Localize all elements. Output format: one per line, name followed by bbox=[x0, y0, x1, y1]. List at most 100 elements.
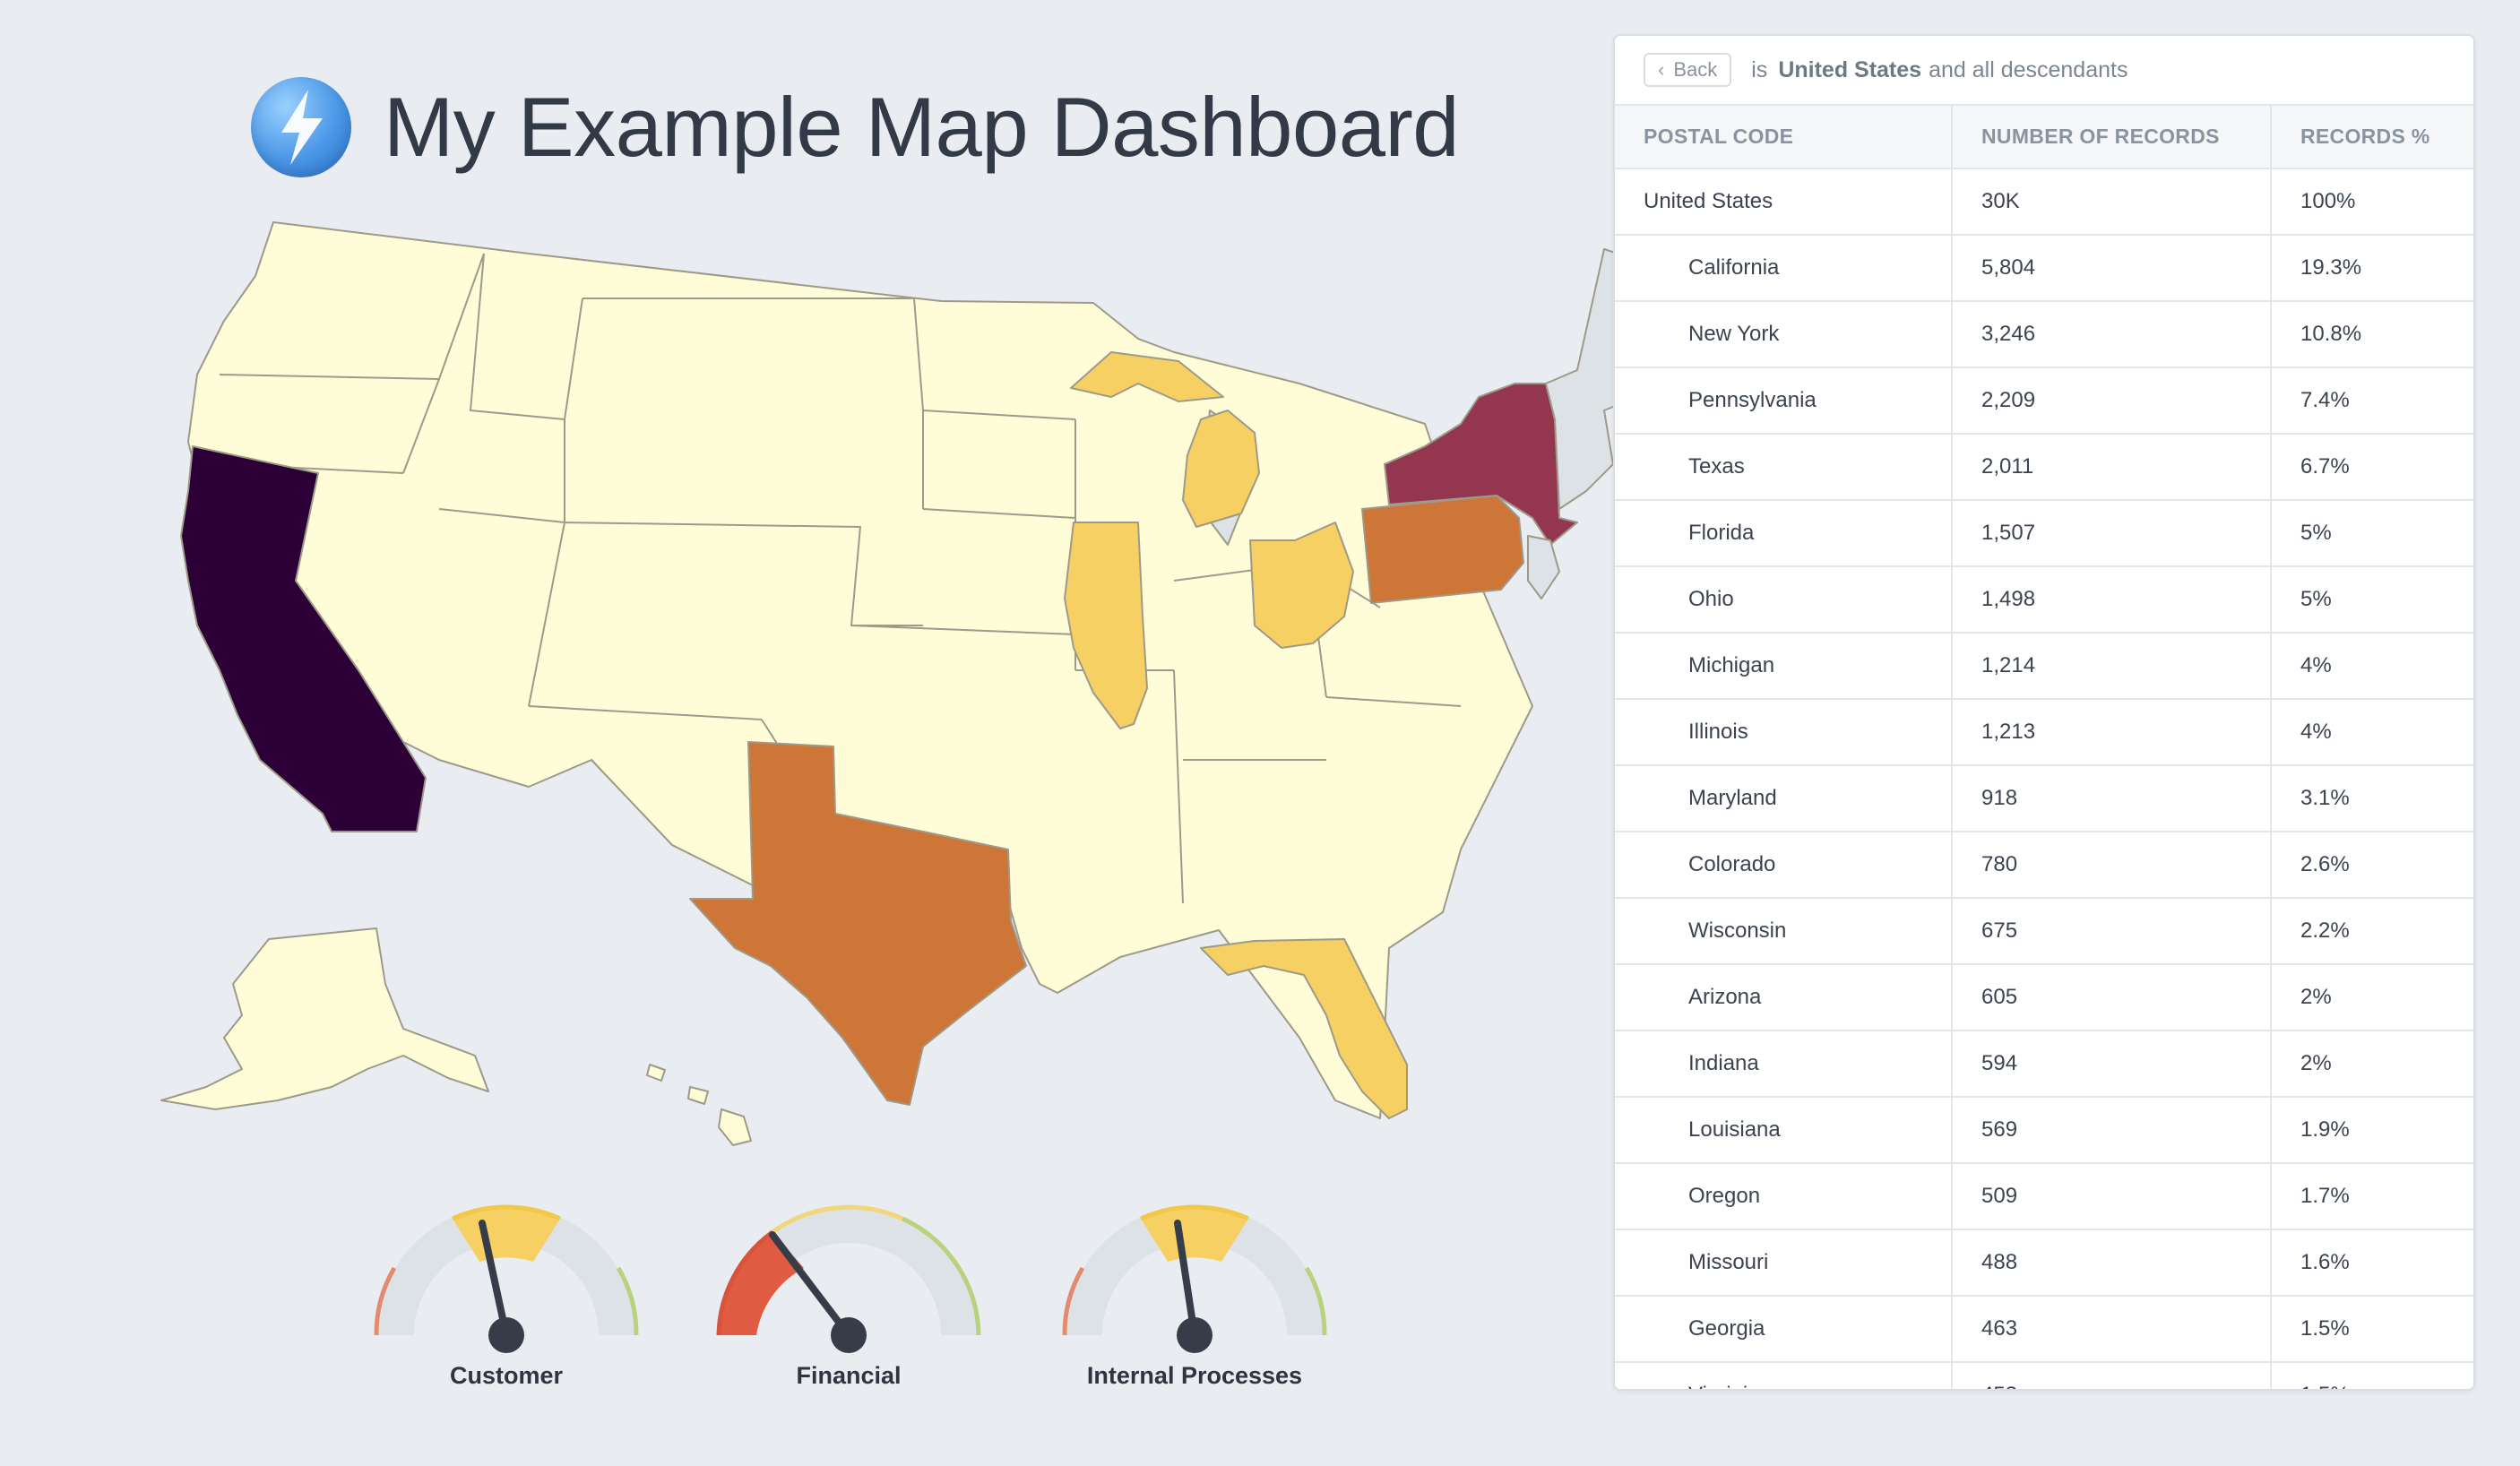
column-header-postal-code[interactable]: POSTAL CODE bbox=[1615, 106, 1953, 169]
table-row[interactable]: Ohio 1,498 5% bbox=[1615, 566, 2473, 634]
row-records-cell: 918 bbox=[1952, 765, 2272, 832]
table-body: United States 30K 100% California 5,804 19.3%… bbox=[1615, 168, 2473, 1389]
row-name-cell[interactable]: Indiana bbox=[1615, 1031, 1953, 1098]
row-percent-cell: 7.4% bbox=[2271, 367, 2473, 435]
map-state-ohio[interactable] bbox=[1249, 522, 1354, 649]
gauge-dial bbox=[1062, 1204, 1327, 1353]
table-row[interactable]: Louisiana 569 1.9% bbox=[1615, 1097, 2473, 1164]
filter-value[interactable]: United States bbox=[1778, 56, 1922, 82]
records-table: POSTAL CODE NUMBER OF RECORDS RECORDS % … bbox=[1615, 106, 2473, 1389]
row-records-cell: 488 bbox=[1952, 1229, 2272, 1297]
row-percent-cell: 1.9% bbox=[2271, 1097, 2473, 1164]
row-name-cell[interactable]: New York bbox=[1615, 301, 1953, 368]
table-row[interactable]: Florida 1,507 5% bbox=[1615, 500, 2473, 567]
dashboard-header: My Example Map Dashboard bbox=[251, 73, 1460, 181]
row-percent-cell: 2.6% bbox=[2271, 832, 2473, 899]
table-row[interactable]: Missouri 488 1.6% bbox=[1615, 1229, 2473, 1297]
map-state-texas[interactable] bbox=[689, 741, 1027, 1106]
row-name-cell[interactable]: Arizona bbox=[1615, 964, 1953, 1031]
row-name-cell[interactable]: California bbox=[1615, 235, 1953, 302]
row-name-cell[interactable]: Georgia bbox=[1615, 1296, 1953, 1363]
row-records-cell: 1,213 bbox=[1952, 699, 2272, 766]
row-name-cell[interactable]: Texas bbox=[1615, 434, 1953, 501]
column-header-number-of-records[interactable]: NUMBER OF RECORDS bbox=[1952, 106, 2272, 169]
table-row[interactable]: Indiana 594 2% bbox=[1615, 1031, 2473, 1098]
map-state-illinois[interactable] bbox=[1064, 522, 1148, 729]
filter-suffix: and all descendants bbox=[1929, 56, 2128, 82]
row-records-cell: 2,209 bbox=[1952, 367, 2272, 435]
map-state-florida[interactable] bbox=[1200, 938, 1408, 1119]
back-label: Back bbox=[1673, 58, 1718, 81]
table-row[interactable]: United States 30K 100% bbox=[1615, 168, 2473, 236]
table-row[interactable]: Pennsylvania 2,209 7.4% bbox=[1615, 367, 2473, 435]
row-records-cell: 1,214 bbox=[1952, 633, 2272, 700]
row-records-cell: 594 bbox=[1952, 1031, 2272, 1098]
row-percent-cell: 4% bbox=[2271, 633, 2473, 700]
row-records-cell: 675 bbox=[1952, 898, 2272, 965]
table-row[interactable]: Maryland 918 3.1% bbox=[1615, 765, 2473, 832]
us-choropleth-map bbox=[63, 204, 1668, 1172]
row-name-cell[interactable]: Maryland bbox=[1615, 765, 1953, 832]
map-state-michigan[interactable] bbox=[1070, 351, 1260, 528]
table-row[interactable]: Illinois 1,213 4% bbox=[1615, 699, 2473, 766]
table-row[interactable]: Arizona 605 2% bbox=[1615, 964, 2473, 1031]
back-button[interactable]: ‹ Back bbox=[1644, 53, 1732, 87]
row-percent-cell: 1.6% bbox=[2271, 1229, 2473, 1297]
table-row[interactable]: Texas 2,011 6.7% bbox=[1615, 434, 2473, 501]
table-row[interactable]: California 5,804 19.3% bbox=[1615, 235, 2473, 302]
row-records-cell: 463 bbox=[1952, 1296, 2272, 1363]
row-records-cell: 1,507 bbox=[1952, 500, 2272, 567]
gauge-financial: Financial bbox=[710, 1183, 988, 1398]
row-percent-cell: 2% bbox=[2271, 1031, 2473, 1098]
row-percent-cell: 19.3% bbox=[2271, 235, 2473, 302]
row-name-cell[interactable]: Ohio bbox=[1615, 566, 1953, 634]
row-name-cell[interactable]: Louisiana bbox=[1615, 1097, 1953, 1164]
row-name-cell[interactable]: United States bbox=[1615, 168, 1953, 236]
row-records-cell: 780 bbox=[1952, 832, 2272, 899]
map-state-california[interactable] bbox=[180, 445, 427, 832]
row-percent-cell: 3.1% bbox=[2271, 765, 2473, 832]
row-records-cell: 3,246 bbox=[1952, 301, 2272, 368]
row-name-cell[interactable]: Pennsylvania bbox=[1615, 367, 1953, 435]
chevron-left-icon: ‹ bbox=[1658, 58, 1665, 81]
row-name-cell[interactable]: Virginia bbox=[1615, 1362, 1953, 1389]
gauge-label: Customer bbox=[449, 1362, 564, 1389]
row-percent-cell: 2% bbox=[2271, 964, 2473, 1031]
row-name-cell[interactable]: Florida bbox=[1615, 500, 1953, 567]
row-name-cell[interactable]: Colorado bbox=[1615, 832, 1953, 899]
row-records-cell: 2,011 bbox=[1952, 434, 2272, 501]
gauge-customer: Customer bbox=[367, 1183, 645, 1398]
row-records-cell: 453 bbox=[1952, 1362, 2272, 1389]
row-name-cell[interactable]: Wisconsin bbox=[1615, 898, 1953, 965]
row-name-cell[interactable]: Oregon bbox=[1615, 1163, 1953, 1230]
row-name-cell[interactable]: Missouri bbox=[1615, 1229, 1953, 1297]
table-row[interactable]: Colorado 780 2.6% bbox=[1615, 832, 2473, 899]
gauge-label: Financial bbox=[796, 1362, 902, 1389]
row-percent-cell: 1.5% bbox=[2271, 1362, 2473, 1389]
table-row[interactable]: Michigan 1,214 4% bbox=[1615, 633, 2473, 700]
map-state-hawaii[interactable] bbox=[646, 1064, 752, 1146]
row-records-cell: 1,498 bbox=[1952, 566, 2272, 634]
row-percent-cell: 100% bbox=[2271, 168, 2473, 236]
column-header-records-percent[interactable]: RECORDS % bbox=[2271, 106, 2473, 169]
row-percent-cell: 5% bbox=[2271, 566, 2473, 634]
map-state-new-jersey[interactable] bbox=[1527, 535, 1560, 599]
row-percent-cell: 10.8% bbox=[2271, 301, 2473, 368]
table-row[interactable]: Wisconsin 675 2.2% bbox=[1615, 898, 2473, 965]
records-panel: ‹ Back is United States and all descenda… bbox=[1613, 34, 2475, 1391]
row-percent-cell: 6.7% bbox=[2271, 434, 2473, 501]
table-row[interactable]: Oregon 509 1.7% bbox=[1615, 1163, 2473, 1230]
table-row[interactable]: Virginia4531.5% bbox=[1615, 1362, 2473, 1389]
table-row[interactable]: New York 3,246 10.8% bbox=[1615, 301, 2473, 368]
row-records-cell: 5,804 bbox=[1952, 235, 2272, 302]
row-records-cell: 605 bbox=[1952, 964, 2272, 1031]
table-row[interactable]: Georgia 463 1.5% bbox=[1615, 1296, 2473, 1363]
map-state-alaska[interactable] bbox=[160, 927, 489, 1110]
row-percent-cell: 4% bbox=[2271, 699, 2473, 766]
filter-breadcrumb: ‹ Back is United States and all descenda… bbox=[1615, 36, 2473, 106]
row-name-cell[interactable]: Illinois bbox=[1615, 699, 1953, 766]
map-state-pennsylvania[interactable] bbox=[1361, 495, 1524, 604]
gauge-row: Customer Financial Internal Processes bbox=[367, 1183, 1362, 1398]
row-name-cell[interactable]: Michigan bbox=[1615, 633, 1953, 700]
row-percent-cell: 1.7% bbox=[2271, 1163, 2473, 1230]
